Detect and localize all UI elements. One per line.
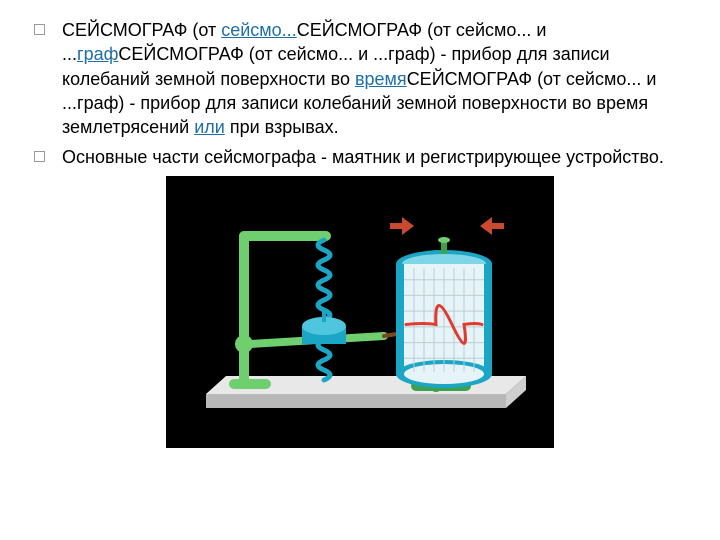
bullet-2: Основные части сейсмографа - маятник и р… [30, 145, 690, 169]
link-vremya[interactable]: время [355, 69, 407, 89]
link-seismo[interactable]: сейсмо... [221, 20, 296, 40]
link-graf[interactable]: граф [77, 44, 118, 64]
bullet-list: СЕЙСМОГРАФ (от сейсмо...СЕЙСМОГРАФ (от с… [30, 18, 690, 170]
link-ili[interactable]: или [194, 117, 225, 137]
bullet-1-text-5: при взрывах. [225, 117, 339, 137]
seismograph-diagram [166, 176, 554, 448]
bullet-2-text: Основные части сейсмографа - маятник и р… [62, 147, 664, 167]
bullet-1: СЕЙСМОГРАФ (от сейсмо...СЕЙСМОГРАФ (от с… [30, 18, 690, 139]
slide-root: СЕЙСМОГРАФ (от сейсмо...СЕЙСМОГРАФ (от с… [0, 0, 720, 540]
diagram-container [30, 176, 690, 448]
bullet-1-text-1: СЕЙСМОГРАФ (от [62, 20, 221, 40]
